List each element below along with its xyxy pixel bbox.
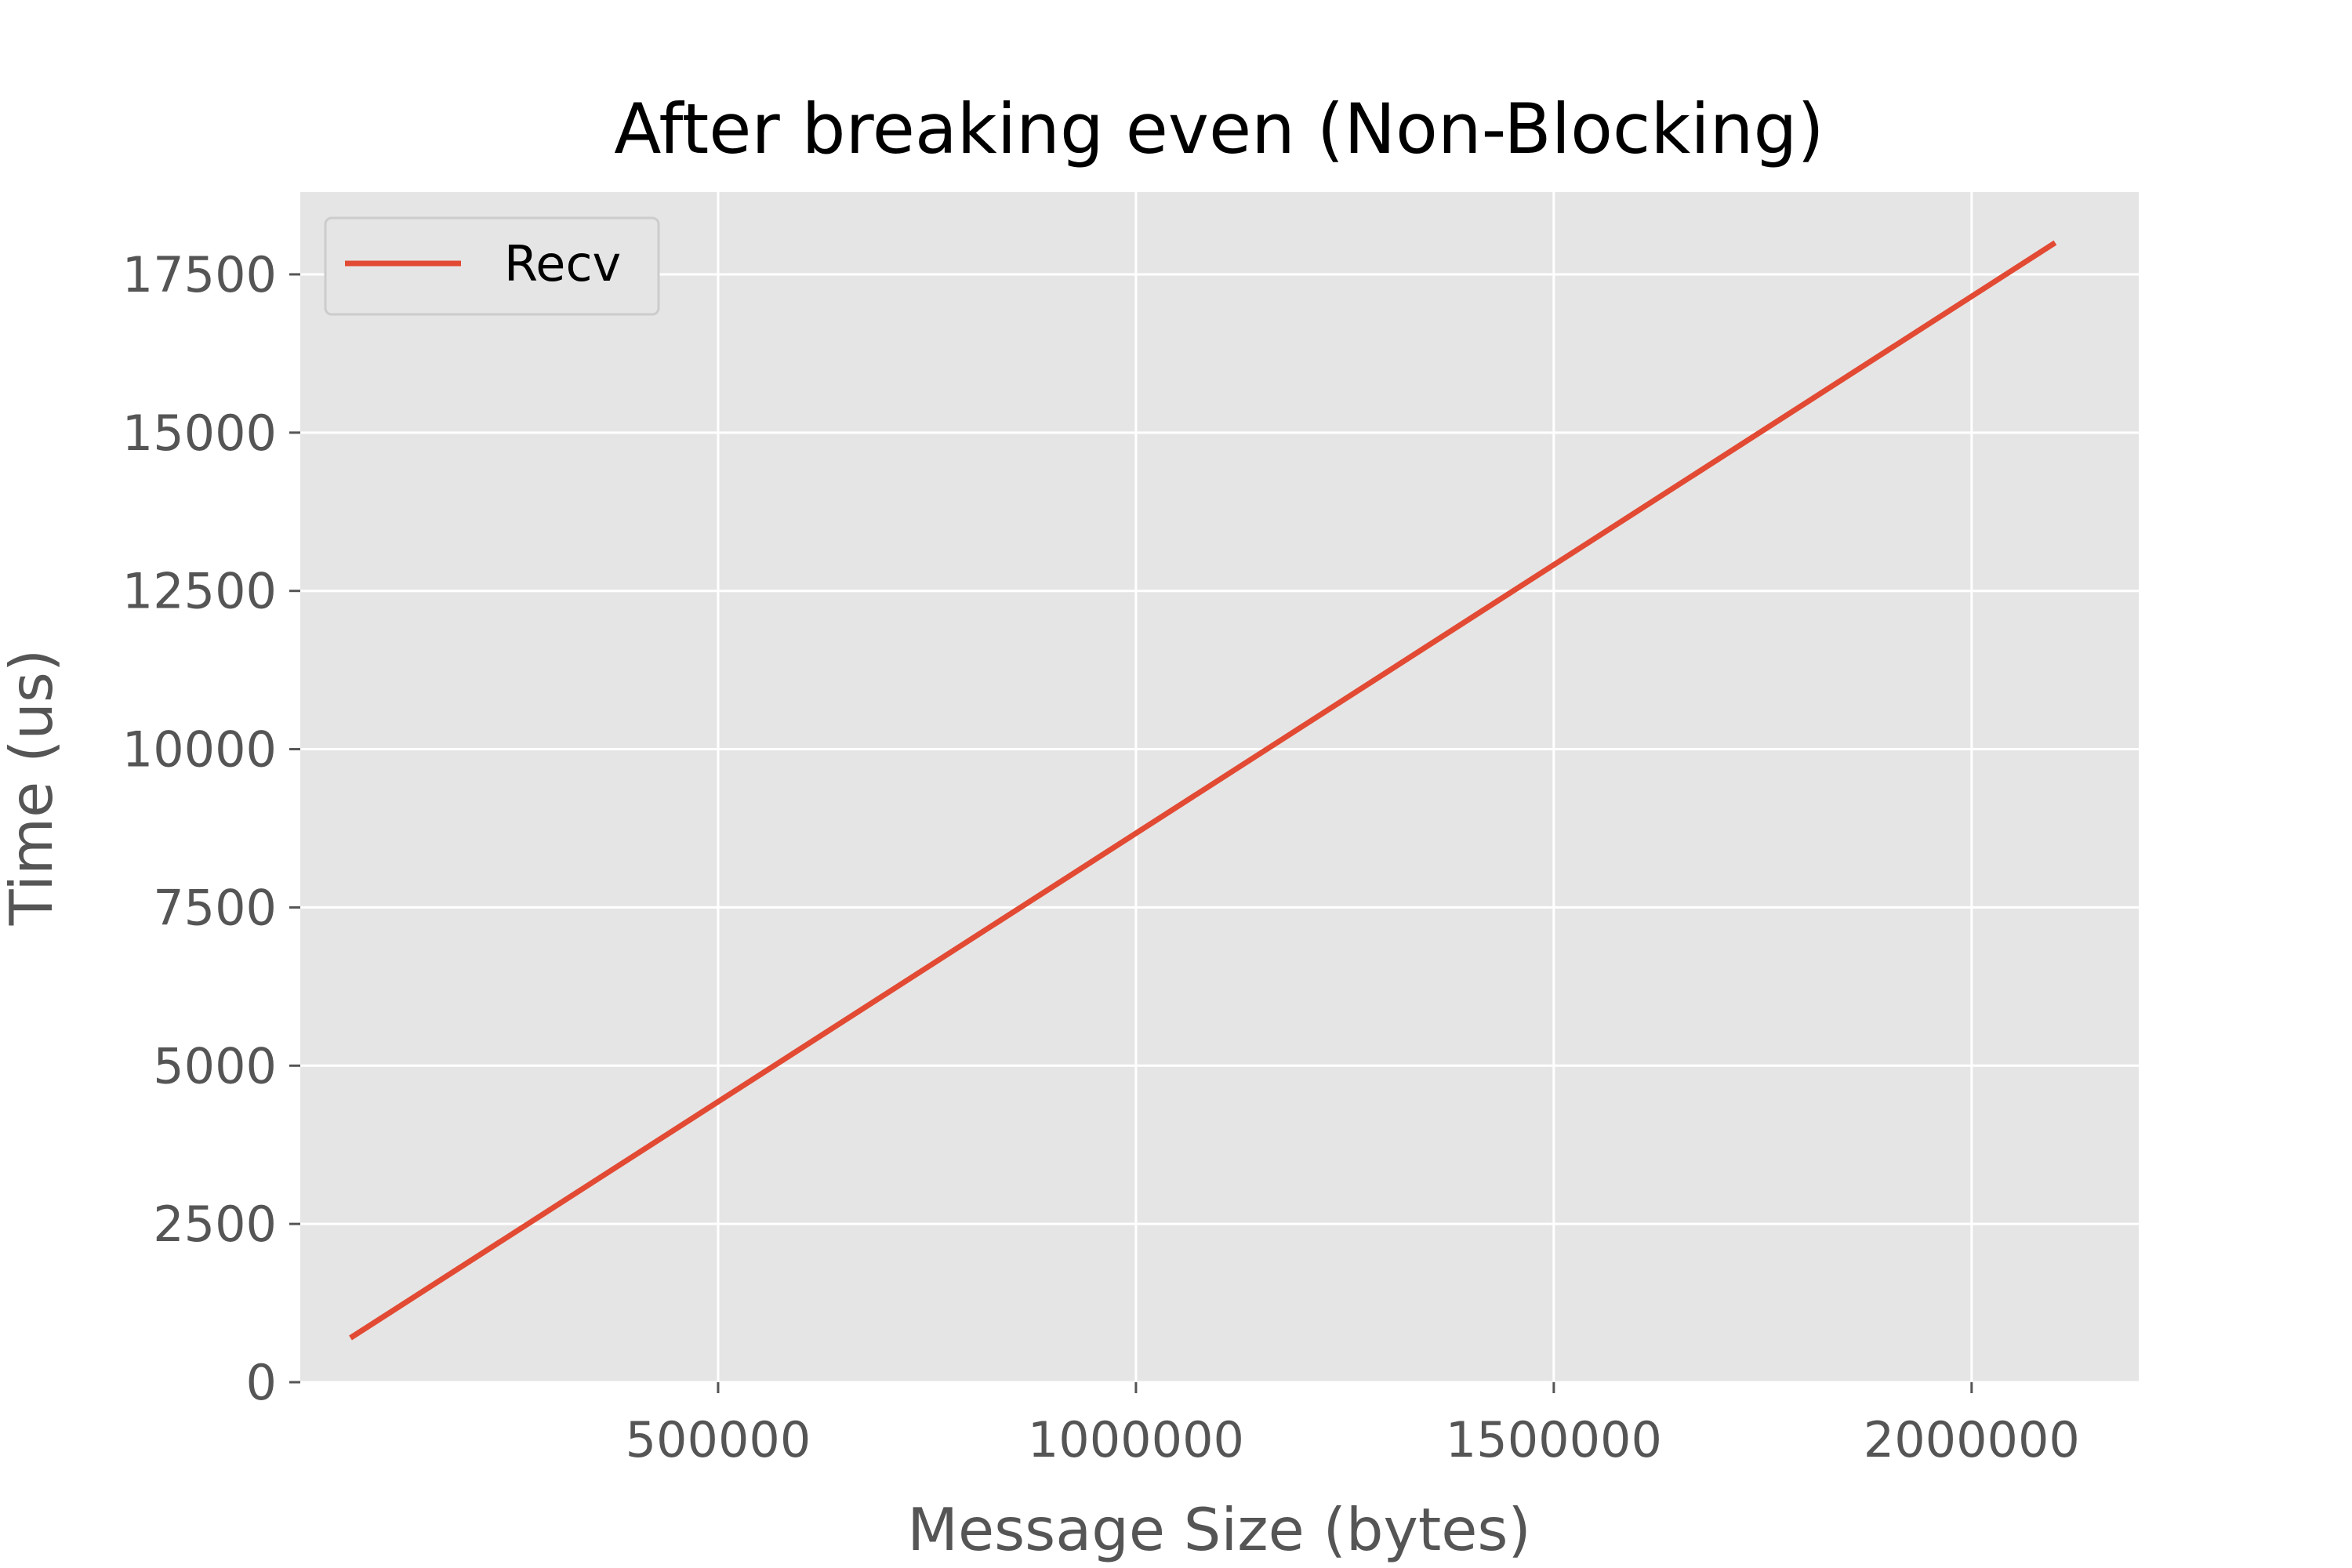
legend: Recv bbox=[324, 216, 660, 316]
y-tick-label: 15000 bbox=[122, 405, 277, 462]
y-tick-label: 0 bbox=[246, 1354, 277, 1411]
legend-label-recv: Recv bbox=[504, 235, 621, 292]
y-tick-label: 12500 bbox=[122, 563, 277, 620]
x-tick-label: 1500000 bbox=[1446, 1411, 1662, 1468]
x-axis-label: Message Size (bytes) bbox=[907, 1495, 1530, 1564]
y-tick-label: 7500 bbox=[153, 879, 277, 936]
chart-title: After breaking even (Non-Blocking) bbox=[614, 89, 1824, 169]
y-tick-label: 2500 bbox=[153, 1196, 277, 1253]
x-tick-label: 1000000 bbox=[1028, 1411, 1244, 1468]
y-tick-label: 17500 bbox=[122, 246, 277, 303]
axes: 500000 1000000 1500000 2000000 0 2500 5000 7500… bbox=[122, 246, 2080, 1468]
y-tick-label: 5000 bbox=[153, 1037, 277, 1094]
series-line-recv bbox=[349, 240, 2057, 1341]
legend-box bbox=[324, 216, 660, 316]
plot-area bbox=[300, 192, 2139, 1382]
x-tick-label: 2000000 bbox=[1864, 1411, 2080, 1468]
y-axis-label: Time (us) bbox=[0, 649, 66, 927]
y-tick-label: 10000 bbox=[122, 721, 277, 779]
series-layer bbox=[349, 240, 2057, 1341]
x-tick-label: 500000 bbox=[626, 1411, 811, 1468]
